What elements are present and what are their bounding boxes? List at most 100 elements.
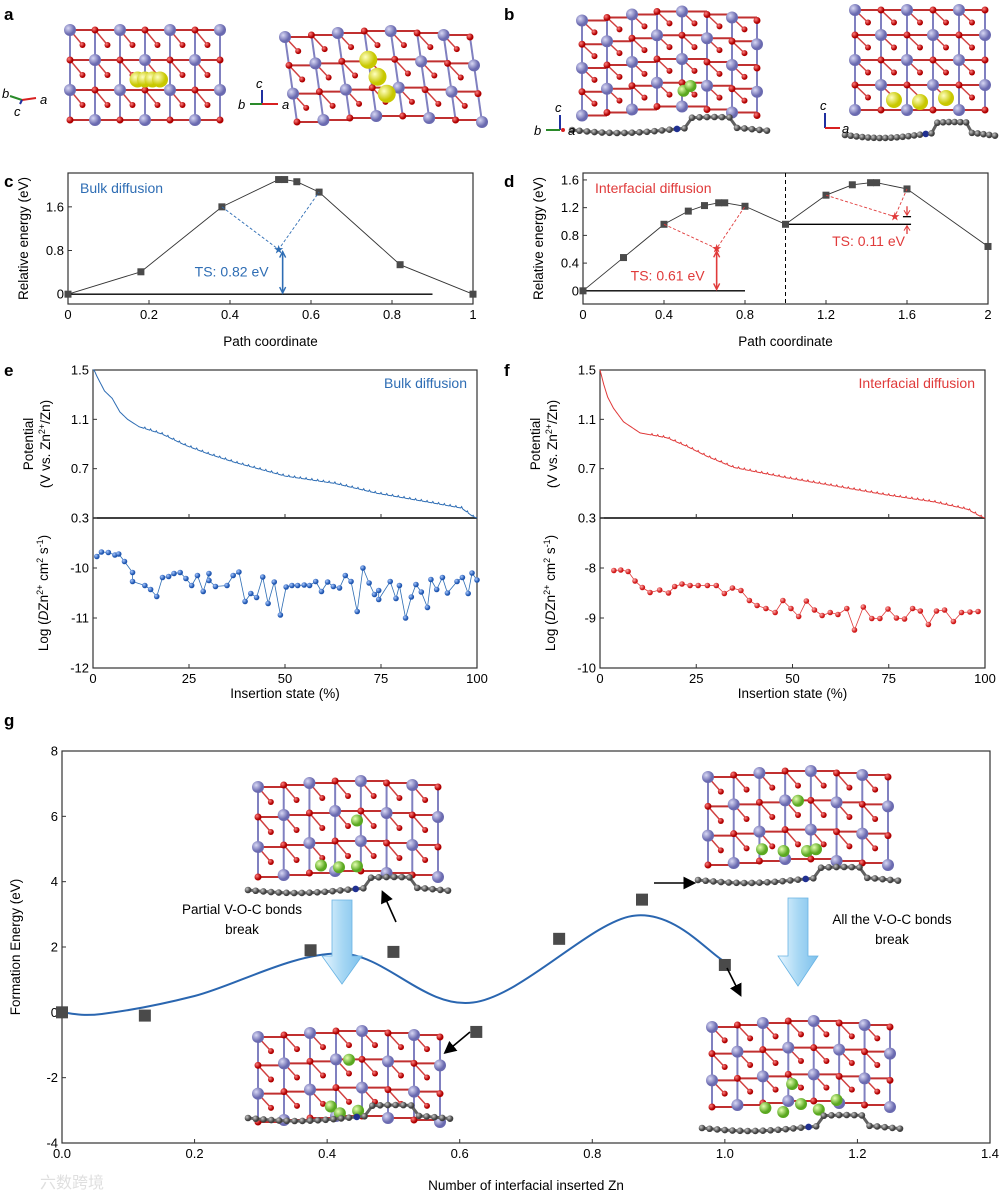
x-axis-label: Insertion state (%): [230, 686, 340, 701]
carbon-atom: [887, 876, 894, 884]
carbon-atom: [423, 1113, 430, 1120]
vanadium-atom: [164, 84, 176, 96]
oxygen-atom: [769, 843, 776, 850]
oxygen-atom: [603, 14, 611, 21]
oxygen-atom: [820, 841, 827, 848]
carbon-atom: [268, 1116, 275, 1124]
diffusion-point: [729, 585, 736, 591]
oxygen-atom: [280, 841, 288, 849]
oxygen-atom: [917, 19, 923, 26]
energy-point: [275, 176, 283, 184]
diffusion-point: [454, 578, 460, 585]
diffusion-point: [975, 608, 981, 615]
carbon-atom: [928, 129, 935, 137]
y-tick-label: 0: [572, 283, 579, 298]
zinc-ion: [812, 1103, 825, 1116]
carbon-atom: [260, 1116, 267, 1123]
panel-label-d: d: [504, 172, 514, 191]
y-tick-label: 0.7: [71, 461, 89, 476]
vanadium-atom: [756, 1017, 769, 1029]
oxygen-atom: [851, 81, 859, 89]
oxygen-atom: [436, 1090, 444, 1098]
carbon-atom: [725, 879, 733, 886]
carbon-atom: [710, 878, 717, 885]
oxygen-atom: [285, 61, 293, 69]
oxygen-atom: [691, 91, 698, 98]
oxygen-atom: [457, 74, 464, 81]
oxygen-atom: [891, 69, 897, 76]
vanadium-atom: [408, 1085, 420, 1098]
label-part: Potential: [21, 418, 36, 471]
x-tick-label: 1: [469, 307, 476, 322]
y-tick-label: -8: [584, 561, 596, 576]
oxygen-atom: [453, 46, 460, 53]
energy-point: [721, 199, 729, 207]
carbon-atom: [568, 126, 576, 134]
carbon-atom: [275, 1117, 283, 1124]
vanadium-atom: [753, 825, 766, 838]
carbon-atom: [934, 119, 941, 127]
carbon-atom: [345, 1114, 353, 1121]
carbon-atom: [591, 128, 598, 136]
diffusion-point: [811, 607, 818, 613]
vanadium-atom: [927, 79, 939, 91]
carbon-atom: [406, 874, 413, 881]
oxygen-atom: [955, 81, 963, 89]
oxygen-atom: [877, 56, 885, 64]
oxygen-atom: [191, 86, 199, 94]
oxygen-atom: [357, 807, 365, 815]
energy-point: [984, 242, 992, 250]
energy-point: [782, 220, 789, 228]
label-part: ): [543, 535, 558, 540]
vanadium-atom: [804, 765, 817, 777]
oxygen-atom: [730, 830, 738, 838]
vanadium-atom: [830, 796, 843, 809]
formation-energy-point: [387, 945, 400, 958]
carbon-atom: [360, 884, 367, 892]
label-part: (V vs. Zn: [38, 434, 53, 488]
carbon-atom: [613, 129, 621, 137]
pointer-arrow: [381, 890, 397, 923]
oxygen-atom: [716, 47, 723, 54]
axis-a-label: a: [568, 123, 575, 138]
diffusion-point: [671, 583, 678, 590]
oxygen-atom: [741, 50, 748, 57]
oxygen-atom: [424, 1046, 430, 1053]
vanadium-atom: [953, 4, 965, 16]
carbon-atom: [756, 879, 763, 887]
oxygen-atom: [294, 1102, 300, 1109]
oxygen-atom: [591, 100, 598, 107]
vanadium-atom: [651, 76, 663, 89]
y-tick-label: 0.7: [578, 461, 596, 476]
oxygen-atom: [721, 1090, 728, 1097]
plot-frame: [92, 369, 478, 669]
diffusion-point: [402, 615, 409, 621]
oxygen-atom: [267, 859, 274, 865]
oxygen-atom: [641, 94, 648, 101]
vanadium-atom: [626, 56, 638, 68]
oxygen-atom: [848, 1060, 855, 1066]
label-part: cm: [543, 563, 558, 585]
oxygen-atom: [929, 6, 937, 14]
oxygen-atom: [820, 782, 827, 789]
carbon-atom: [583, 128, 591, 135]
oxygen-atom: [858, 800, 866, 808]
oxygen-atom: [578, 88, 586, 96]
oxygen-atom: [116, 56, 124, 64]
carbon-atom: [252, 887, 259, 895]
carbon-atom: [337, 887, 344, 894]
diffusion-point: [188, 582, 195, 589]
oxygen-atom: [293, 827, 300, 833]
oxygen-atom: [641, 70, 648, 77]
y-tick-label: 0.3: [71, 511, 89, 526]
oxygen-atom: [358, 1055, 366, 1063]
carbon-atom: [621, 129, 628, 137]
energy-point: [620, 254, 627, 262]
oxygen-atom: [404, 70, 411, 77]
x-tick-label: 1.2: [817, 307, 835, 322]
carbon-atom: [267, 888, 275, 896]
panel-label-a: a: [4, 5, 14, 24]
vanadium-atom: [731, 1099, 744, 1111]
diffusion-point: [375, 587, 382, 594]
